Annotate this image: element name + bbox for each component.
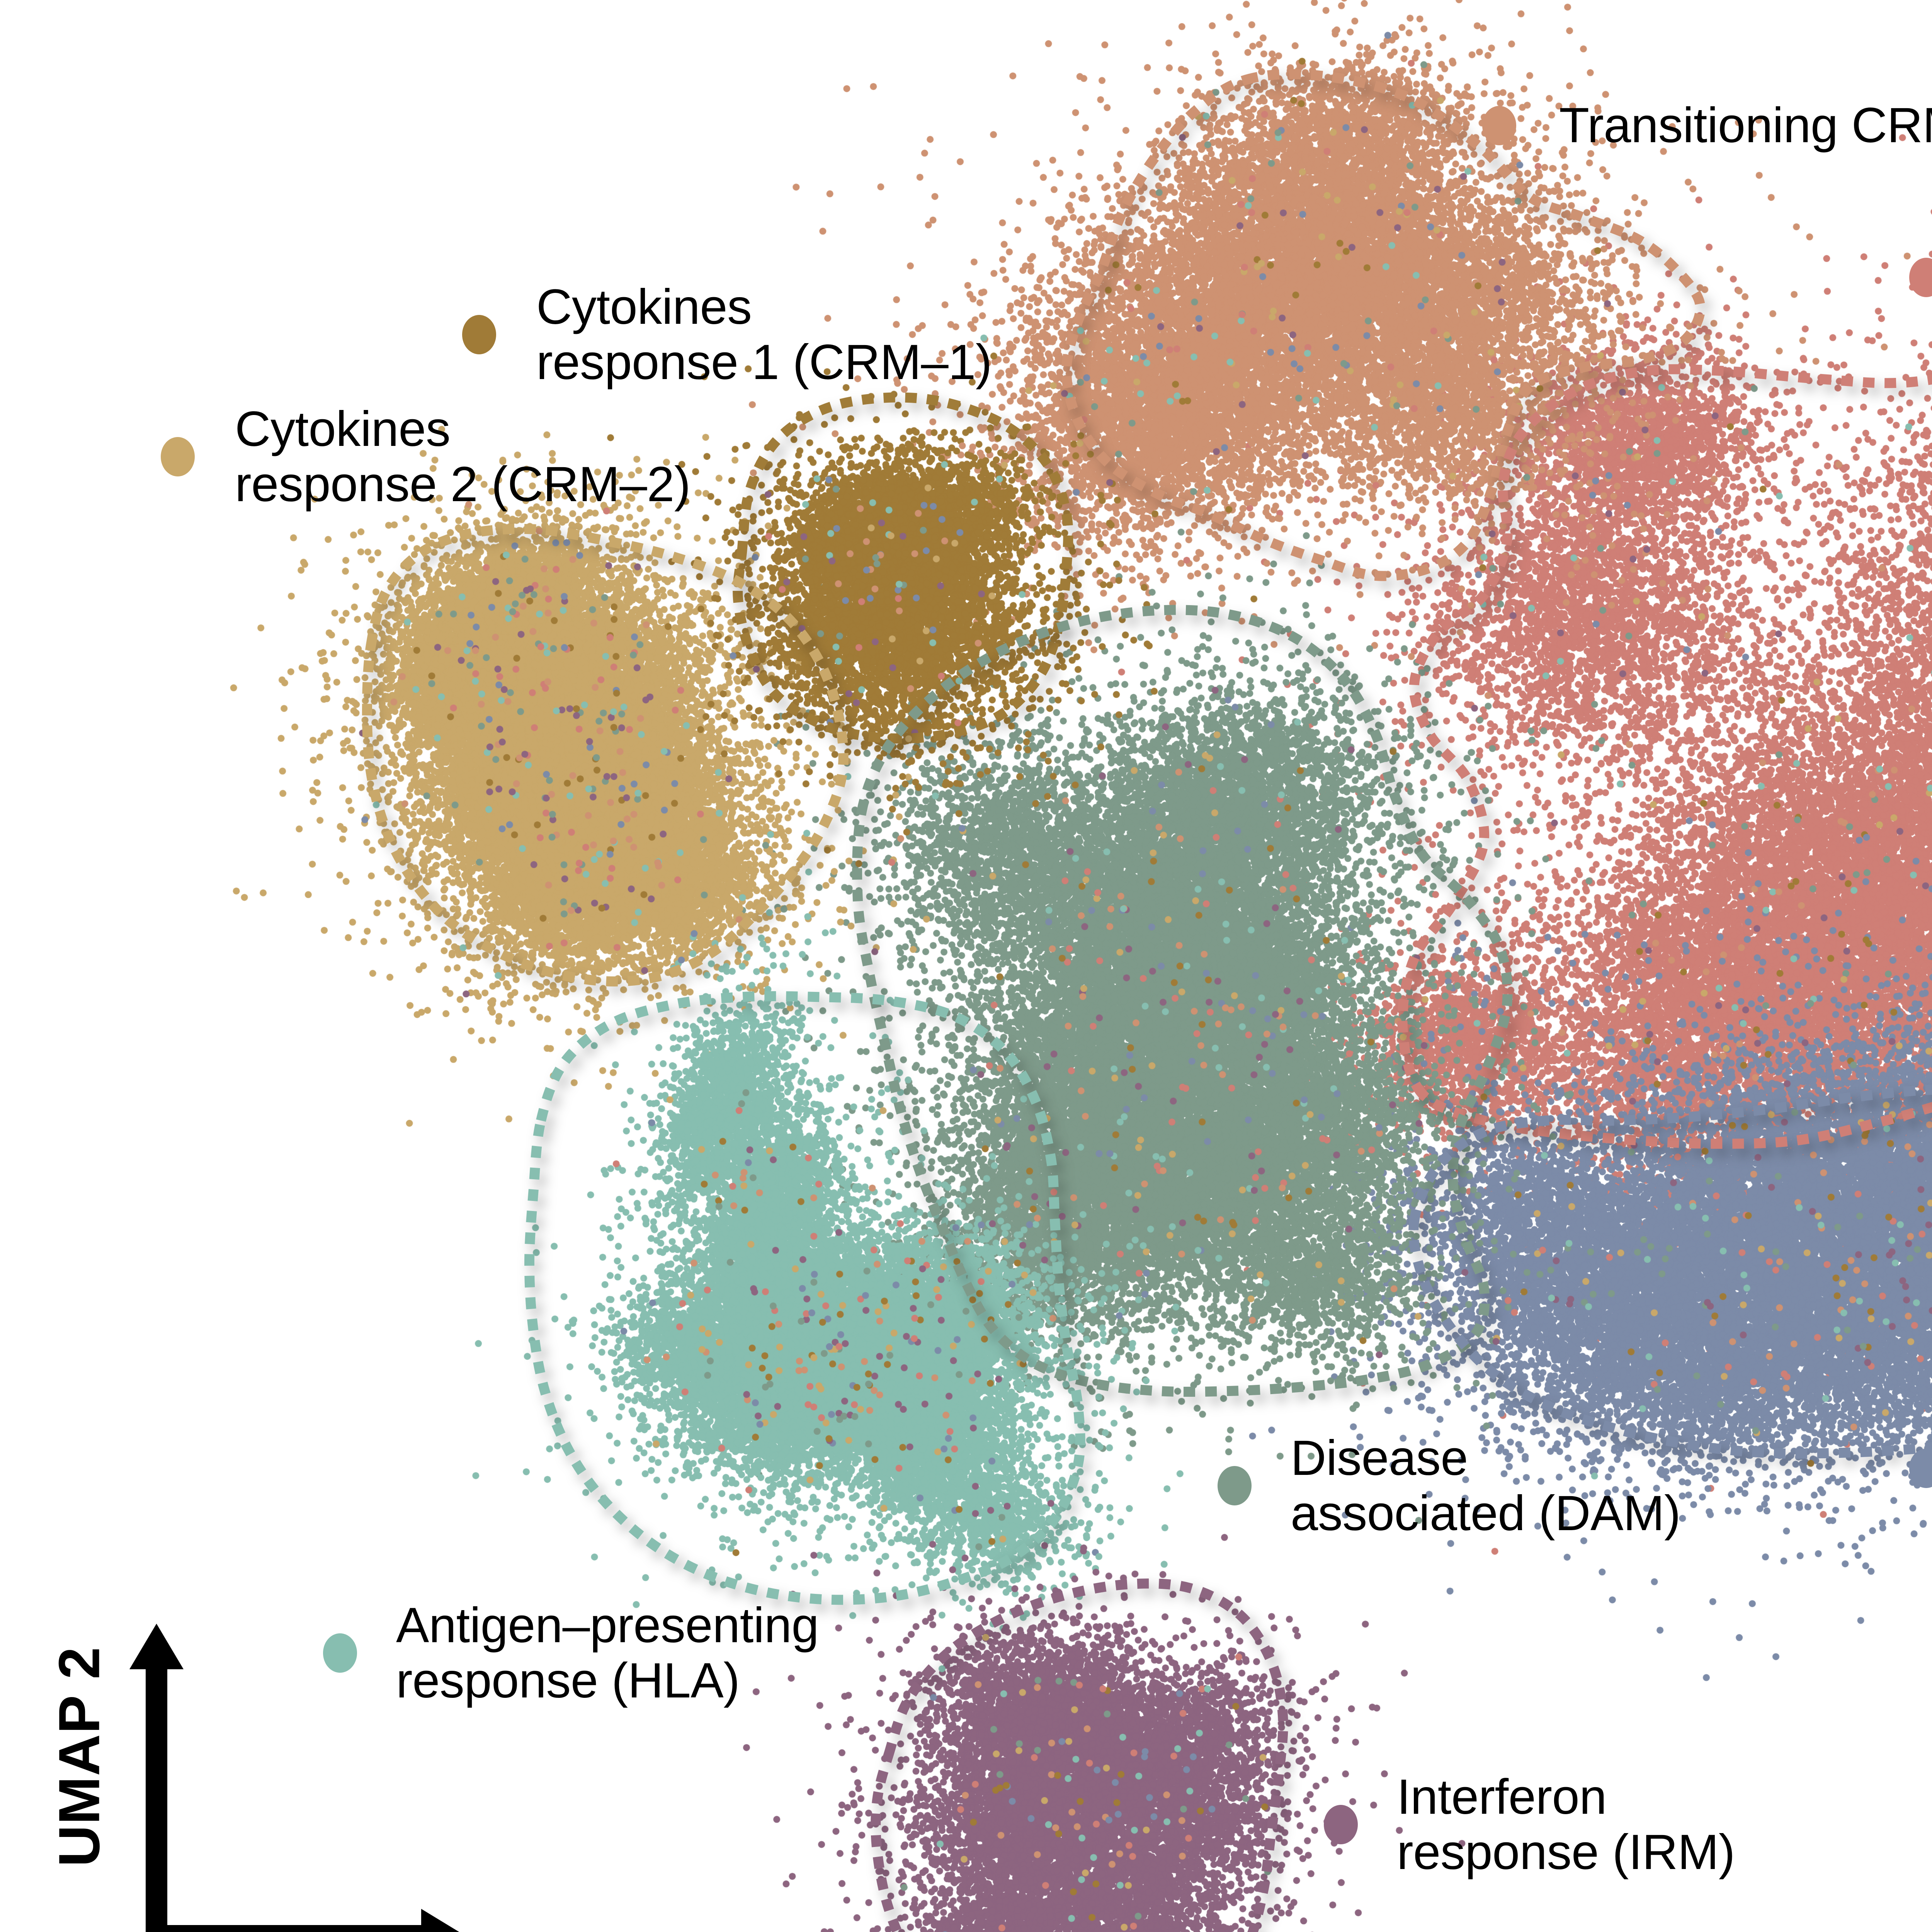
legend-item-crm1[interactable]: Cytokines response 1 (CRM–1) <box>462 279 992 390</box>
legend-color-dot-crm1 <box>462 315 496 354</box>
axis-x-label: UMAP 1 <box>174 1928 394 1932</box>
axis-y-label: UMAP 2 <box>46 1646 112 1867</box>
legend-color-dot-irm <box>1324 1805 1358 1844</box>
legend-item-crm2[interactable]: Cytokines response 2 (CRM–2) <box>161 401 691 512</box>
legend-label-crm: Transitioning CRM <box>1559 98 1932 153</box>
legend-color-dot-hla <box>323 1633 357 1673</box>
legend-label-hla: Antigen–presenting response (HLA) <box>396 1597 819 1708</box>
legend-item-irm[interactable]: Interferon response (IRM) <box>1324 1769 1735 1880</box>
legend-label-dam: Disease associated (DAM) <box>1291 1430 1681 1541</box>
legend-color-dot-dam <box>1218 1466 1252 1505</box>
legend-label-irm: Interferon response (IRM) <box>1397 1769 1735 1880</box>
axis-key <box>129 1624 459 1932</box>
legend-color-dot-crm2 <box>161 437 195 476</box>
legend-color-dot-crm <box>1482 106 1516 145</box>
legend-label-crm2: Cytokines response 2 (CRM–2) <box>235 401 691 512</box>
axis-x-arrow <box>421 1909 459 1932</box>
legend-item-hla[interactable]: Antigen–presenting response (HLA) <box>323 1598 819 1708</box>
legend-item-hm[interactable]: Homeostatic (HM) <box>1909 243 1932 312</box>
legend-item-rm[interactable]: Ribosomalresponse (RM) <box>1909 1434 1932 1503</box>
axis-y-arrow <box>129 1624 184 1669</box>
legend-item-crm[interactable]: Transitioning CRM <box>1482 91 1932 160</box>
legend-color-dot-hm <box>1909 258 1932 297</box>
legend-label-crm1: Cytokines response 1 (CRM–1) <box>536 279 992 390</box>
legend-item-dam[interactable]: Disease associated (DAM) <box>1218 1430 1681 1541</box>
legend-color-dot-rm <box>1909 1449 1932 1488</box>
